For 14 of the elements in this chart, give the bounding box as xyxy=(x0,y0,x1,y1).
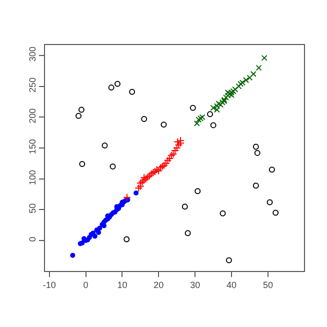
y-tick-label: 250 xyxy=(27,77,38,92)
y-tick-label: 150 xyxy=(27,139,38,154)
y-tick-label: 300 xyxy=(27,46,38,62)
x-tick-label: 40 xyxy=(226,280,237,290)
x-tick-label: 30 xyxy=(190,280,200,290)
y-tick-label: 0 xyxy=(27,236,38,242)
x-tick-label: 20 xyxy=(154,280,164,290)
y-tick-label: 200 xyxy=(27,108,38,124)
x-tick-label: 0 xyxy=(83,280,88,290)
y-tick-label: 50 xyxy=(27,203,38,214)
y-tick-label: 100 xyxy=(27,170,38,186)
x-tick-label: -10 xyxy=(42,280,56,290)
x-tick-label: 10 xyxy=(117,280,128,290)
x-tick-label: 50 xyxy=(262,280,273,290)
